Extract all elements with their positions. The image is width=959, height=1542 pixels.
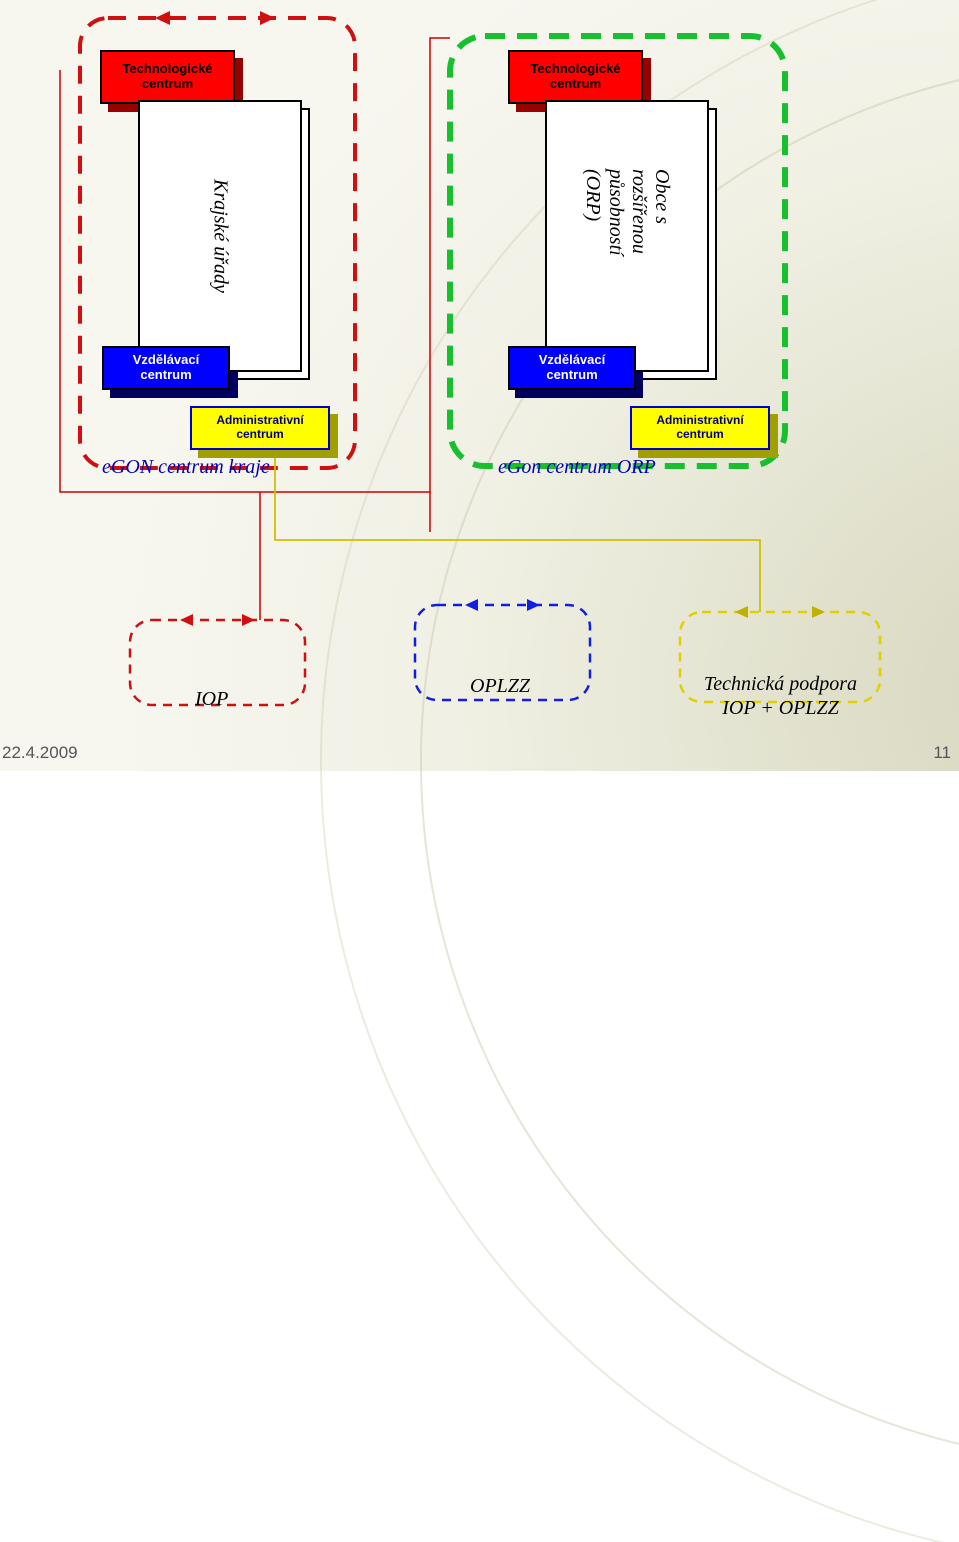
tech-left-box: Technologické centrum xyxy=(100,50,235,104)
white-card-left: Krajské úřady xyxy=(138,100,302,372)
edu-left-box: Vzdělávací centrum xyxy=(102,346,230,390)
vertical-text-left: Krajské úřady xyxy=(209,179,232,293)
admin-right-line2: centrum xyxy=(676,428,723,442)
tech-left-line1: Technologické xyxy=(122,62,212,77)
techpod-label: Technická podpora IOP + OPLZZ xyxy=(693,672,868,720)
edu-left-line1: Vzdělávací xyxy=(133,353,200,368)
tech-right-line1: Technologické xyxy=(530,62,620,77)
admin-right-line1: Administrativní xyxy=(656,414,743,428)
footer-date: 22.4.2009 xyxy=(2,743,78,763)
vertical-text-right: Obce s rozšířenou působností (ORP) xyxy=(581,169,673,303)
admin-left-box: Administrativní centrum xyxy=(190,406,330,450)
iop-label: IOP xyxy=(195,688,228,711)
admin-left-line2: centrum xyxy=(236,428,283,442)
tech-right-line2: centrum xyxy=(550,77,601,92)
tech-right-box: Technologické centrum xyxy=(508,50,643,104)
white-card-right: Obce s rozšířenou působností (ORP) xyxy=(545,100,709,372)
egon-left-label: eGON centrum kraje xyxy=(102,456,270,479)
oplzz-label: OPLZZ xyxy=(470,675,530,698)
techpod-line1: Technická podpora xyxy=(704,673,857,695)
egon-right-label: eGon centrum ORP xyxy=(498,456,656,479)
admin-right-box: Administrativní centrum xyxy=(630,406,770,450)
techpod-line2: IOP + OPLZZ xyxy=(722,697,838,719)
edu-left-line2: centrum xyxy=(140,368,191,383)
edu-right-line1: Vzdělávací xyxy=(539,353,606,368)
edu-right-box: Vzdělávací centrum xyxy=(508,346,636,390)
admin-left-line1: Administrativní xyxy=(216,414,303,428)
edu-right-line2: centrum xyxy=(546,368,597,383)
tech-left-line2: centrum xyxy=(142,77,193,92)
footer-page: 11 xyxy=(933,743,951,763)
